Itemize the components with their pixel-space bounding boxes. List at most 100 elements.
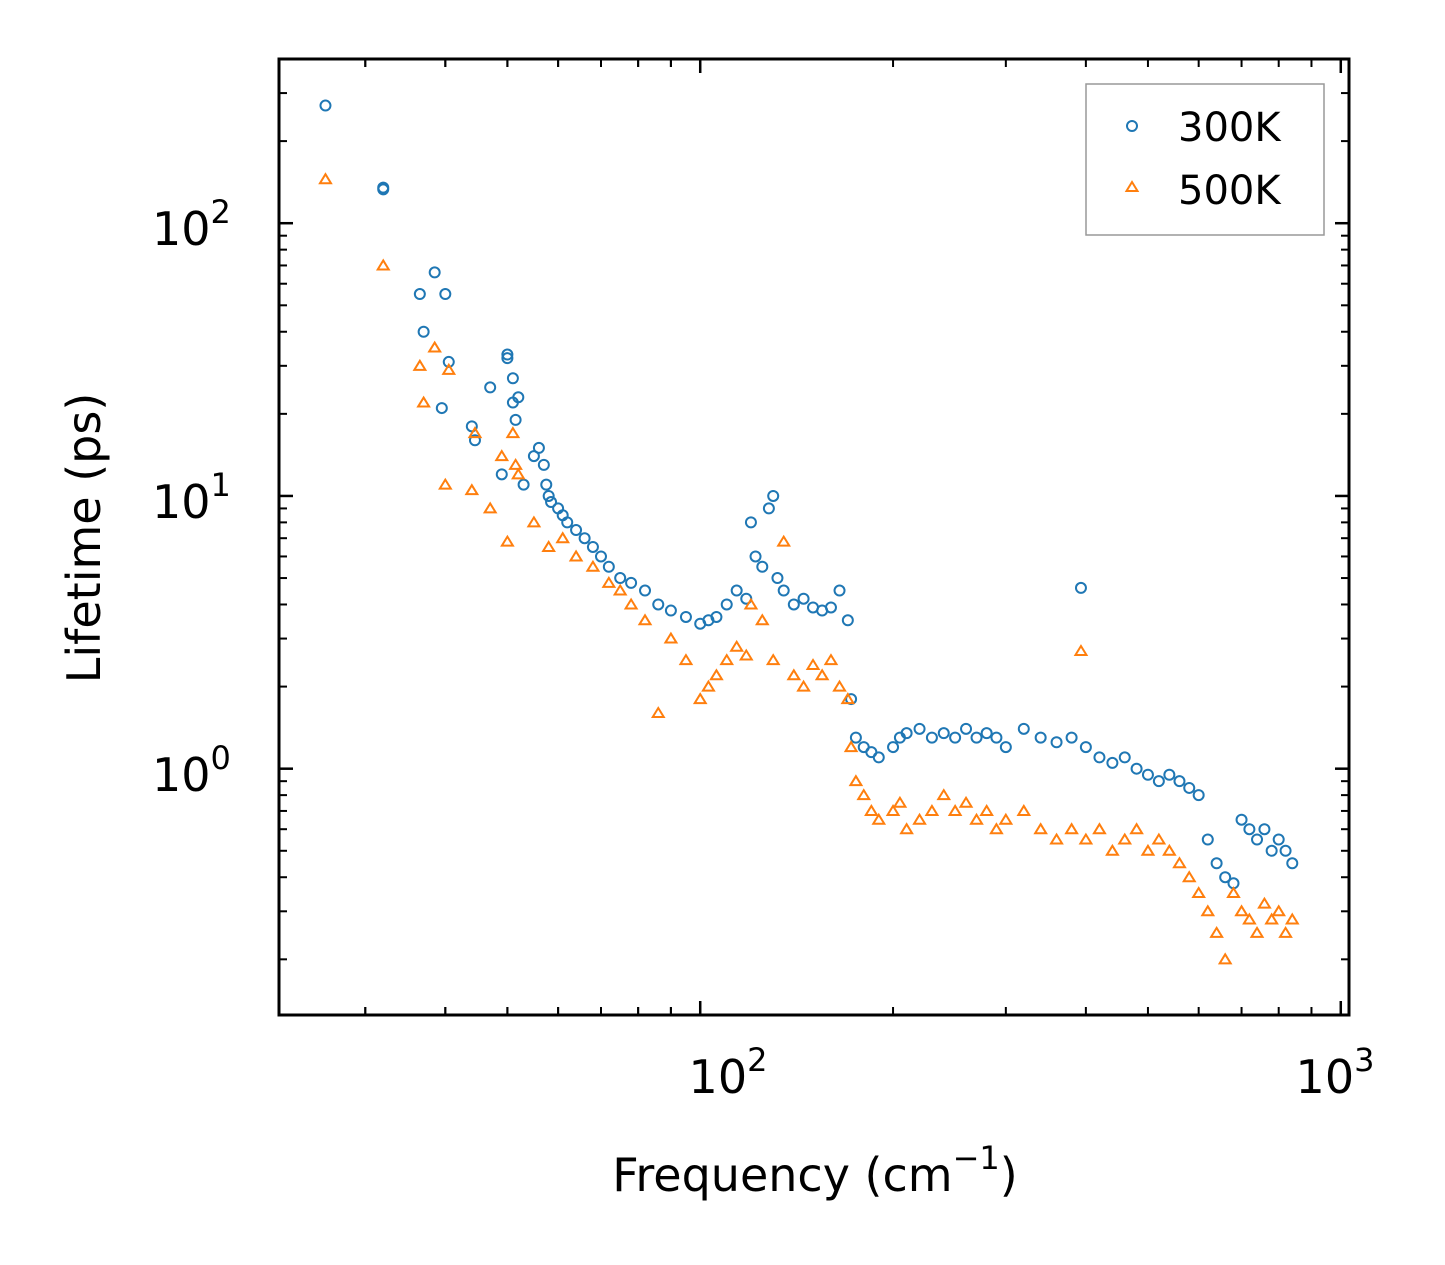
point-500k [989,822,1004,835]
point-300k [1201,833,1214,846]
point-300k [824,601,837,614]
point-300k [1050,736,1063,749]
point-300k [849,731,862,744]
point-300k [756,560,769,573]
point-500k [318,172,333,185]
point-500k [637,613,653,626]
point-500k [678,653,694,666]
point-300k [442,355,455,368]
point-500k [1278,925,1293,938]
point-500k [663,631,679,644]
y-axis-title: Lifetime (ps) [57,393,111,684]
point-300k [833,584,846,597]
point-500k [467,426,483,439]
point-500k [482,501,498,514]
point-300k [767,489,780,502]
point-300k [542,489,555,502]
point-500k [998,812,1014,825]
plot-frame [277,57,1351,1017]
point-300k [413,288,426,301]
point-300k [532,441,545,454]
point-300k [872,751,885,764]
point-500k [848,774,864,787]
point-300k [506,372,519,385]
point-300k [1219,871,1232,884]
point-300k [913,722,926,735]
point-500k [701,679,716,692]
major-ticks [279,59,1349,1015]
point-300k [1265,844,1278,857]
point-300k [841,614,854,627]
point-300k [512,391,525,404]
legend-box [1085,83,1325,236]
point-300k [1192,789,1205,802]
point-500k [843,740,859,753]
point-500k [375,258,391,271]
point-500k [1172,856,1187,869]
point-500k [438,477,453,490]
point-500k [1064,822,1079,835]
point-300k [1034,731,1047,744]
point-500k [1016,804,1032,816]
series-500k [318,172,1300,965]
point-500k [585,559,601,572]
point-300k [887,741,900,754]
point-300k [319,99,332,112]
point-500k [1257,896,1272,909]
point-500k [1234,904,1249,917]
point-500k [856,788,872,801]
point-500k [1191,886,1206,899]
point-300k [540,478,553,491]
point-500k [1284,912,1300,925]
point-300k [435,402,448,415]
point-500k [464,483,480,496]
point-500k [441,362,457,375]
point-300k [439,288,452,301]
point-500k [738,648,754,661]
point-300k [777,584,790,597]
point-500k [526,515,542,528]
point-300k [1065,731,1078,744]
point-300k [960,722,973,735]
point-300k [639,584,652,597]
point-500k [1200,904,1216,917]
point-300k [1118,751,1131,764]
point-300k [1251,833,1264,846]
point-300k [787,598,800,611]
point-300k [468,434,481,447]
point-300k [749,550,762,563]
point-500k [1242,912,1257,925]
point-300k [1272,833,1285,846]
point-300k [1258,823,1271,836]
point-300k [1279,844,1292,857]
point-500k [568,549,584,562]
point-500k [541,540,556,552]
point-500k [1073,644,1089,657]
legend-label-500k: 500K [1178,168,1282,214]
legend: 300K 500K [1085,83,1325,236]
point-500k [796,679,811,692]
point-300k [1152,775,1165,788]
point-500k [500,534,515,547]
point-500k [832,679,847,692]
point-300k [744,516,757,529]
point-300k [1173,775,1186,788]
legend-marker-500k [1124,180,1140,192]
point-500k [416,395,431,408]
point-300k [1235,813,1248,826]
point-500k [555,531,570,544]
point-500k [936,788,952,801]
point-300k [570,524,583,537]
point-500k [692,692,708,705]
point-500k [494,449,510,462]
point-500k [1217,952,1233,965]
point-500k [899,822,914,835]
point-300k [679,610,692,623]
point-500k [511,467,526,480]
point-300k [1130,762,1143,775]
point-500k [1264,912,1279,925]
point-500k [1249,925,1265,938]
point-300k [501,352,514,365]
point-300k [937,727,950,740]
point-300k [545,496,558,509]
